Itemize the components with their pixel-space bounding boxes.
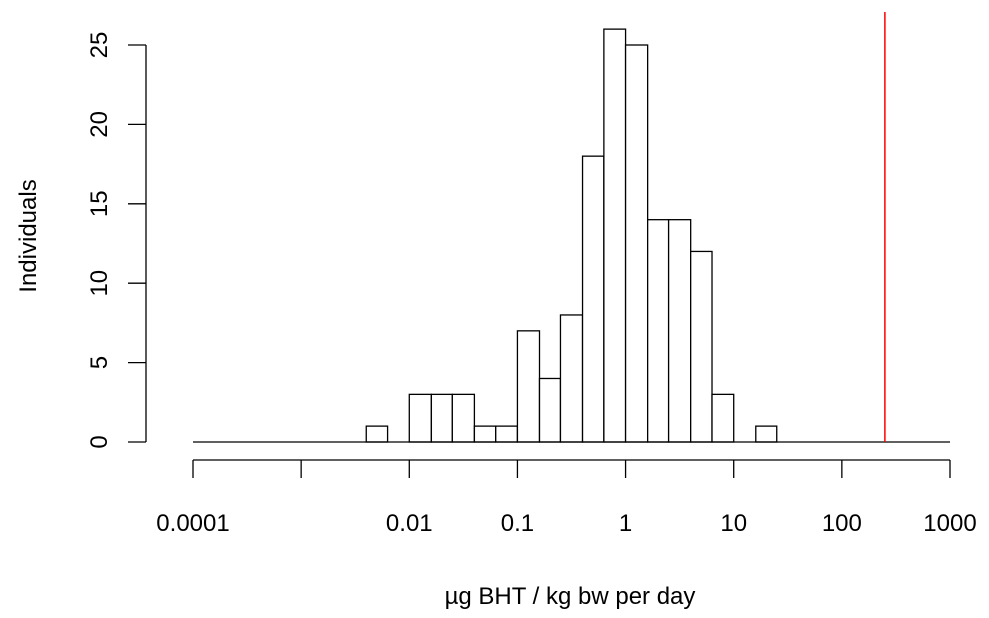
histogram-bar-12 [603, 28, 627, 443]
y-axis: 0 5 10 15 20 25 [86, 32, 147, 449]
histogram-bar-17 [711, 393, 735, 443]
histogram-bar-3 [408, 393, 433, 443]
y-tick-label-1: 5 [86, 356, 113, 369]
histogram-bar-15 [667, 219, 692, 443]
x-axis: 0.0001 0.01 0.1 1 10 100 1000 [156, 459, 977, 537]
x-tick-label-7: 1000 [923, 510, 976, 537]
histogram-bar-9 [538, 377, 562, 443]
histogram-bar-14 [646, 219, 670, 443]
histogram-bar-11 [581, 155, 605, 443]
histogram-bar-5 [451, 393, 476, 443]
histogram-bar-13 [624, 44, 649, 443]
y-tick-label-5: 25 [86, 32, 113, 59]
y-tick-label-2: 10 [86, 270, 113, 297]
histogram-bar-19 [755, 425, 778, 443]
histogram-bar-1 [365, 425, 389, 443]
x-tick-label-0: 0.0001 [156, 510, 229, 537]
x-axis-title: µg BHT / kg bw per day [445, 583, 696, 610]
histogram-bar-4 [430, 393, 453, 443]
y-tick-label-4: 20 [86, 111, 113, 138]
x-tick-label-5: 10 [720, 510, 747, 537]
x-tick-label-3: 0.1 [501, 510, 534, 537]
histogram-bar-8 [516, 330, 541, 443]
x-tick-label-2: 0.01 [386, 510, 433, 537]
x-tick-label-6: 100 [822, 510, 862, 537]
y-tick-label-3: 15 [86, 190, 113, 217]
histogram-bar-10 [559, 314, 584, 443]
bars-layer [365, 28, 778, 443]
histogram-bar-7 [495, 425, 519, 443]
x-tick-label-4: 1 [619, 510, 632, 537]
y-axis-title: Individuals [15, 179, 42, 292]
y-tick-label-0: 0 [86, 435, 113, 448]
histogram-bar-16 [690, 250, 713, 443]
histogram-bar-6 [473, 425, 497, 443]
